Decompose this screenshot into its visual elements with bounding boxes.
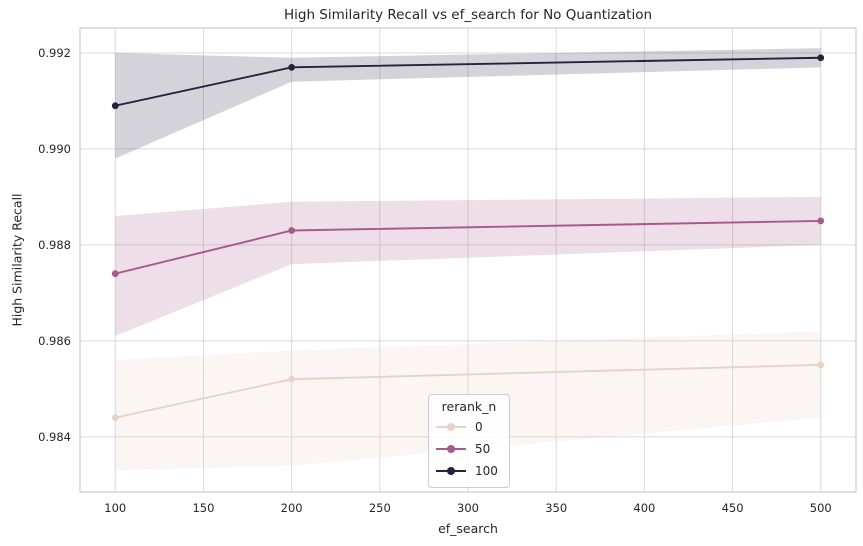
- legend-line-marker-icon: [436, 423, 466, 431]
- legend-line-marker-icon: [436, 445, 466, 453]
- legend-title: rerank_n: [441, 399, 497, 414]
- y-tick-label: 0.984: [38, 430, 71, 444]
- y-axis-label: High Similarity Recall: [9, 193, 25, 327]
- data-point: [111, 270, 119, 278]
- legend-entry-label: 50: [475, 442, 491, 456]
- legend: rerank_n 0 50 100: [428, 394, 510, 488]
- x-axis-label: ef_search: [438, 521, 498, 536]
- data-point: [288, 63, 296, 71]
- legend-entry-label: 100: [475, 464, 498, 478]
- legend-dot: [447, 445, 455, 453]
- x-tick-label: 200: [281, 501, 303, 515]
- y-tick-label: 0.992: [38, 46, 71, 60]
- y-tick-label: 0.986: [38, 334, 71, 348]
- legend-entry: 50: [436, 438, 502, 460]
- data-point: [288, 227, 296, 234]
- legend-line-marker-icon: [436, 467, 466, 475]
- legend-entry-label: 0: [475, 420, 483, 434]
- y-tick-label: 0.988: [38, 238, 71, 252]
- x-tick-label: 300: [457, 501, 479, 515]
- x-tick-label: 500: [810, 501, 832, 515]
- axes-border: [79, 27, 857, 493]
- legend-entry: 100: [436, 460, 502, 482]
- x-tick-label: 250: [369, 501, 391, 515]
- confidence-band: [115, 48, 821, 159]
- data-point: [817, 217, 825, 225]
- x-tick-label: 400: [633, 501, 655, 515]
- data-point: [111, 414, 119, 422]
- data-point: [111, 102, 119, 110]
- y-tick-label: 0.990: [38, 142, 71, 156]
- x-tick-label: 150: [192, 501, 214, 515]
- data-point: [817, 54, 825, 62]
- x-tick-label: 450: [722, 501, 744, 515]
- legend-entry: 0: [436, 416, 502, 438]
- legend-dot: [447, 423, 455, 431]
- data-point: [817, 361, 825, 369]
- chart-title: High Similarity Recall vs ef_search for …: [283, 7, 653, 23]
- legend-dot: [447, 467, 455, 475]
- x-tick-label: 100: [104, 501, 126, 515]
- legend-entries: 0 50 100: [436, 416, 502, 482]
- x-tick-label: 350: [545, 501, 567, 515]
- data-point: [288, 375, 296, 383]
